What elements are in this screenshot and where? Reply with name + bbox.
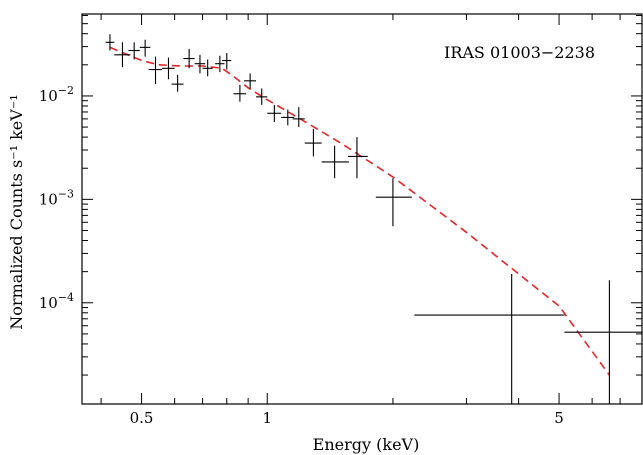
data-point <box>148 56 163 85</box>
data-point <box>233 84 247 102</box>
plot-frame <box>81 13 643 405</box>
data-point <box>114 42 131 68</box>
data-point <box>139 39 151 57</box>
data-point <box>171 74 184 92</box>
y-axis-label: Normalized Counts s⁻¹ keV⁻¹ <box>7 94 26 329</box>
x-axis-label: Energy (keV) <box>313 435 420 454</box>
data-point <box>281 109 295 126</box>
y-tick-label: 10−2 <box>39 84 74 105</box>
x-tick-label: 5 <box>554 409 564 427</box>
data-point <box>375 178 412 227</box>
axis-ticks <box>82 14 642 404</box>
data-point <box>347 137 368 179</box>
data-point <box>202 59 213 77</box>
y-tick-label: 10−4 <box>39 291 74 312</box>
data-point <box>105 34 115 51</box>
data-point <box>222 53 232 70</box>
data-point <box>128 42 140 60</box>
data-point <box>292 107 305 128</box>
data-point <box>414 273 565 404</box>
data-point <box>183 48 195 69</box>
model-line <box>109 46 611 376</box>
data-point <box>256 88 268 105</box>
data-point <box>304 128 322 157</box>
x-tick-label: 0.5 <box>130 409 154 427</box>
data-point <box>321 145 350 179</box>
data-point <box>162 57 175 80</box>
data-point <box>564 280 642 404</box>
data-point <box>267 104 282 122</box>
source-annotation: IRAS 01003−2238 <box>444 43 595 62</box>
chart-marks <box>105 34 642 404</box>
data-point <box>194 54 206 74</box>
y-tick-label: 10−3 <box>39 187 74 208</box>
x-tick-label: 1 <box>262 409 272 427</box>
data-point <box>244 73 257 89</box>
data-point <box>215 55 225 73</box>
